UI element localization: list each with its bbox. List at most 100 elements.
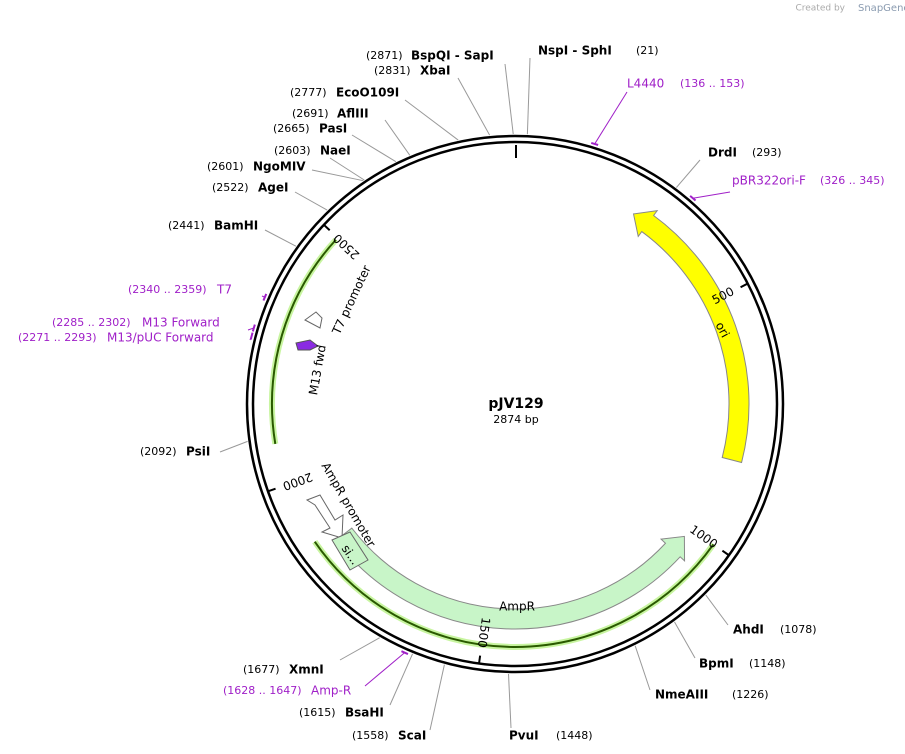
site-name: DrdI: [708, 146, 737, 160]
site-name: NmeAIII: [655, 688, 708, 702]
feature-label: ori: [713, 320, 733, 340]
site-leader: [508, 673, 512, 729]
site-name: ScaI: [398, 729, 426, 743]
site-leader: [389, 653, 414, 706]
site-name: BamHI: [214, 219, 258, 233]
primer-mark: [262, 293, 268, 301]
site-leader: [351, 134, 397, 163]
site-position: (2441): [168, 219, 205, 232]
site-position: (2777): [290, 86, 327, 99]
site-position: (2831): [374, 64, 411, 77]
primer-range: (1628 .. 1647): [223, 684, 302, 697]
primer-leader: [249, 335, 253, 341]
ruler-label: 2000: [281, 470, 314, 493]
site-position: (1677): [243, 663, 280, 676]
site-position: (293): [752, 146, 782, 159]
primer-mark: [590, 141, 599, 146]
ruler-label: 2500: [330, 231, 362, 262]
m13-fwd-arrow: [295, 339, 319, 351]
primer-name: L4440: [627, 77, 664, 91]
credit: Created by: [795, 4, 845, 14]
site-name: XbaI: [420, 64, 450, 78]
plasmid-name: pJV129: [488, 396, 543, 412]
site-name: NspI - SphI: [538, 44, 612, 58]
site-leader: [634, 645, 651, 691]
orf-line: [313, 541, 715, 648]
t7-promoter-arrow: [304, 311, 323, 329]
site-leader: [294, 191, 328, 211]
site-name: BspQI - SapI: [411, 49, 494, 63]
site-position: (2601): [207, 160, 244, 173]
backbone-outer: [245, 134, 785, 674]
si-box: [331, 531, 369, 571]
site-name: PsiI: [186, 445, 210, 459]
primer-name: pBR322ori-F: [732, 174, 806, 188]
site-position: (2871): [366, 49, 403, 62]
site-position: (1615): [299, 706, 336, 719]
site-position: (1148): [749, 657, 786, 670]
primer-range: (2340 .. 2359): [128, 283, 207, 296]
site-position: (2092): [140, 445, 177, 458]
site-position: (2665): [273, 122, 310, 135]
primer-leader: [364, 652, 406, 687]
ruler-label: 1000: [687, 522, 720, 551]
site-name: AflIII: [337, 107, 369, 121]
site-name: PasI: [319, 122, 347, 136]
ruler-tick: [323, 224, 331, 232]
primer-leader: [247, 327, 254, 331]
primer-mark: [689, 195, 697, 202]
primer-name: M13/pUC Forward: [107, 331, 214, 345]
site-name: AhdI: [733, 623, 764, 637]
site-name: NgoMIV: [253, 160, 306, 174]
ruler-tick: [740, 282, 749, 289]
site-name: PvuI: [509, 729, 539, 743]
site-position: (1078): [780, 623, 817, 636]
site-leader: [264, 229, 297, 247]
site-leader: [526, 57, 531, 135]
site-leader: [674, 621, 696, 659]
primer-range: (136 .. 153): [680, 77, 745, 90]
primer-range: (2285 .. 2302): [52, 316, 131, 329]
site-leader: [675, 159, 701, 188]
primer-mark: [401, 650, 409, 655]
site-name: BsaHI: [345, 706, 384, 720]
site-leader: [384, 119, 411, 156]
primer-name: T7: [216, 283, 232, 297]
feature-label: M13 fwd: [306, 344, 329, 397]
plasmid-size: 2874 bp: [493, 413, 538, 426]
ampr-promoter-arrow: [305, 494, 344, 539]
site-leader: [329, 157, 365, 181]
ruler-tick: [478, 655, 482, 664]
ruler-tick: [267, 487, 276, 493]
site-position: (1558): [352, 729, 389, 742]
ampr-arrow: [335, 527, 686, 630]
primer-name: Amp-R: [311, 684, 351, 698]
backbone-inner: [251, 140, 779, 668]
ruler-tick: [721, 549, 730, 557]
primer-leader: [594, 91, 628, 145]
site-position: (1226): [732, 688, 769, 701]
brand: SnapGene: [858, 3, 905, 14]
feature-label: T7 promoter: [329, 263, 374, 337]
site-name: AgeI: [258, 181, 288, 195]
site-leader: [339, 637, 380, 661]
site-position: (2522): [212, 181, 249, 194]
primer-leader: [261, 295, 266, 298]
feature-label: AmpR: [499, 600, 535, 614]
site-leader: [311, 169, 364, 182]
primer-range: (2271 .. 2293): [18, 331, 97, 344]
site-name: XmnI: [289, 663, 324, 677]
site-position: (21): [636, 44, 659, 57]
site-leader: [219, 440, 248, 453]
site-leader: [457, 77, 491, 136]
site-position: (1448): [556, 729, 593, 742]
primer-range: (326 .. 345): [820, 174, 885, 187]
site-leader: [504, 63, 514, 135]
site-position: (2603): [274, 144, 311, 157]
site-leader: [429, 664, 445, 731]
ruler-label: 1500: [475, 617, 493, 649]
site-name: NaeI: [320, 144, 351, 158]
primer-bind-line: [271, 239, 337, 445]
